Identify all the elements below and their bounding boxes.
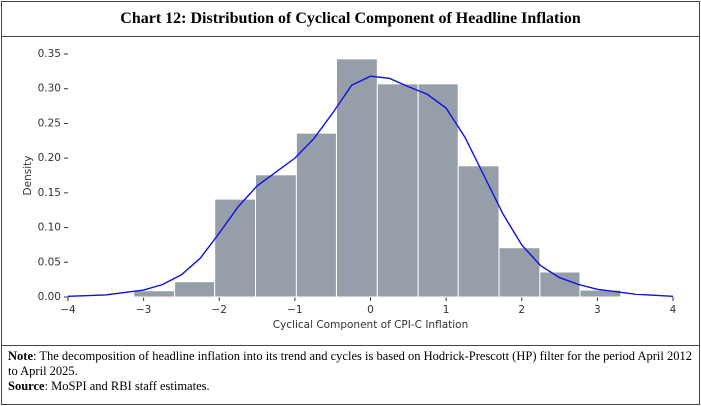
x-tick-label: 4: [670, 304, 677, 316]
source-text: : MoSPI and RBI staff estimates.: [44, 379, 210, 393]
y-tick-label: 0.10: [38, 222, 61, 234]
bar: [295, 132, 337, 298]
bar: [133, 290, 176, 298]
source-label: Source: [8, 379, 45, 393]
x-tick-label: −1: [287, 304, 302, 316]
y-tick-label: 0.05: [38, 256, 61, 268]
note-text: : The decomposition of headline inflatio…: [8, 349, 692, 378]
bar: [539, 271, 581, 298]
x-tick-label: −2: [212, 304, 227, 316]
y-tick-label: 0.15: [38, 187, 61, 199]
x-tick-label: 3: [594, 304, 601, 316]
chart: 0.00 0.05 0.10 0.15 0.20 0.25 0.30 0.35 −4 −3 −2 −1…: [22, 48, 677, 331]
bar: [255, 174, 297, 298]
y-tick-label: 0.35: [38, 48, 61, 60]
y-axis-label: Density: [22, 156, 34, 196]
y-tick-label: 0.20: [38, 152, 61, 164]
source: Source: MoSPI and RBI staff estimates.: [8, 379, 693, 394]
bar: [174, 281, 216, 298]
x-axis-label: Cyclical Component of CPI-C Inflation: [273, 319, 469, 331]
x-tick-label: 0: [367, 304, 374, 316]
bar: [335, 58, 378, 298]
x-tick-label: −3: [136, 304, 151, 316]
chart-title: Chart 12: Distribution of Cyclical Compo…: [2, 2, 699, 37]
note-label: Note: [8, 349, 33, 363]
notes: Note: The decomposition of headline infl…: [2, 345, 699, 397]
bar: [214, 198, 257, 298]
x-tick-label: 2: [518, 304, 525, 316]
bar: [498, 247, 541, 298]
bar: [376, 83, 419, 298]
y-tick-label: 0.25: [38, 117, 61, 129]
note: Note: The decomposition of headline infl…: [8, 349, 693, 379]
x-tick-label: −4: [60, 304, 76, 316]
bar: [457, 165, 500, 298]
y-tick-label: 0.00: [38, 291, 61, 303]
x-tick-label: 1: [443, 304, 450, 316]
kde-line: [67, 75, 674, 298]
y-tick-label: 0.30: [38, 83, 61, 95]
bar: [417, 83, 459, 298]
